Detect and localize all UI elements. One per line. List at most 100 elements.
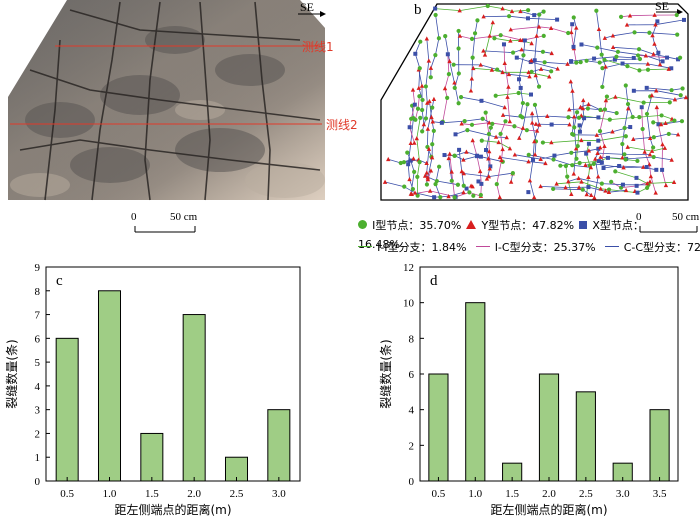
i-node xyxy=(636,47,642,52)
i-node xyxy=(584,58,589,63)
i-node xyxy=(506,14,512,19)
i-node xyxy=(456,71,461,76)
x-node xyxy=(620,182,625,187)
i-node xyxy=(472,31,478,36)
x-node xyxy=(433,6,438,11)
y-node xyxy=(570,88,575,93)
i-node xyxy=(510,50,516,55)
y-node xyxy=(625,144,630,149)
i-node xyxy=(623,83,628,88)
fracture-branch xyxy=(579,100,585,132)
i-node xyxy=(532,102,538,107)
y-node xyxy=(412,190,418,195)
y-node xyxy=(533,72,538,78)
bar xyxy=(55,337,79,482)
scale-bar-b xyxy=(639,226,698,233)
y-node xyxy=(672,97,678,102)
x-node xyxy=(532,58,537,63)
fracture-branch xyxy=(529,104,540,198)
y-node xyxy=(508,38,513,43)
i-node xyxy=(604,94,610,99)
i-node xyxy=(536,84,542,89)
y-node xyxy=(487,33,492,38)
x-node xyxy=(676,57,681,62)
i-node xyxy=(438,195,443,200)
y-node xyxy=(487,166,492,171)
y-node xyxy=(576,185,582,190)
i-node xyxy=(614,110,619,116)
y-node xyxy=(649,148,655,153)
y-node xyxy=(602,35,608,40)
y-node xyxy=(652,12,657,17)
y-node xyxy=(506,71,512,77)
i-node xyxy=(452,153,457,158)
y-node xyxy=(547,74,552,79)
x-tick-label: 2.0 xyxy=(187,488,201,500)
i-node xyxy=(461,183,466,188)
y-node xyxy=(579,179,584,184)
i-node xyxy=(540,140,546,145)
i-node xyxy=(591,161,596,166)
bar xyxy=(428,373,449,482)
y-tick-label: 5 xyxy=(35,357,41,369)
y-node xyxy=(534,128,540,133)
y-node xyxy=(519,47,524,52)
legend-x-node: X型节点：16.48% xyxy=(358,219,644,251)
panel-letter: c xyxy=(56,273,63,289)
x-node xyxy=(669,66,674,71)
i-node xyxy=(409,116,414,121)
scale-b-start: 0 xyxy=(636,211,642,223)
y-node xyxy=(496,139,501,145)
i-node xyxy=(574,110,580,115)
x-node xyxy=(596,146,601,151)
y-node xyxy=(529,111,535,116)
x-node xyxy=(555,17,560,22)
i-node xyxy=(599,181,604,186)
x-node xyxy=(582,116,587,121)
fracture-branch xyxy=(570,81,575,135)
i-node xyxy=(578,60,583,65)
i-node xyxy=(651,145,656,150)
y-node xyxy=(621,165,626,170)
i-node xyxy=(480,116,485,121)
y-node xyxy=(500,69,505,75)
y-node xyxy=(610,129,615,134)
i-node xyxy=(630,114,635,120)
y-node xyxy=(500,112,506,117)
i-node xyxy=(436,36,442,41)
x-node xyxy=(408,158,413,163)
y-node xyxy=(588,165,594,170)
i-node xyxy=(420,97,425,103)
i-node xyxy=(637,68,642,73)
y-tick-label: 6 xyxy=(35,333,41,345)
y-node xyxy=(534,33,539,38)
i-node xyxy=(672,118,677,123)
i-node xyxy=(417,159,422,165)
y-node xyxy=(537,122,542,127)
x-node xyxy=(457,147,462,152)
x-tick-label: 3.5 xyxy=(653,488,667,500)
y-node xyxy=(490,20,496,25)
x-tick-label: 3.0 xyxy=(272,488,286,500)
i-node xyxy=(570,163,575,168)
x-tick-label: 1.0 xyxy=(468,488,482,500)
i-node xyxy=(462,119,467,124)
y-node xyxy=(645,61,651,66)
i-node xyxy=(606,187,612,192)
y-node xyxy=(660,142,665,147)
y-node xyxy=(431,96,437,101)
y-tick-label: 8 xyxy=(409,333,415,345)
y-node xyxy=(449,169,454,174)
fracture-branch xyxy=(448,158,453,181)
x-node xyxy=(479,181,484,186)
y-node xyxy=(581,97,586,103)
x-node xyxy=(501,42,506,47)
i-node xyxy=(526,152,531,157)
y-node xyxy=(647,135,653,141)
y-node xyxy=(484,176,490,181)
y-node xyxy=(499,157,504,163)
i-node xyxy=(602,57,607,62)
x-node xyxy=(518,85,523,90)
i-node xyxy=(575,143,580,149)
